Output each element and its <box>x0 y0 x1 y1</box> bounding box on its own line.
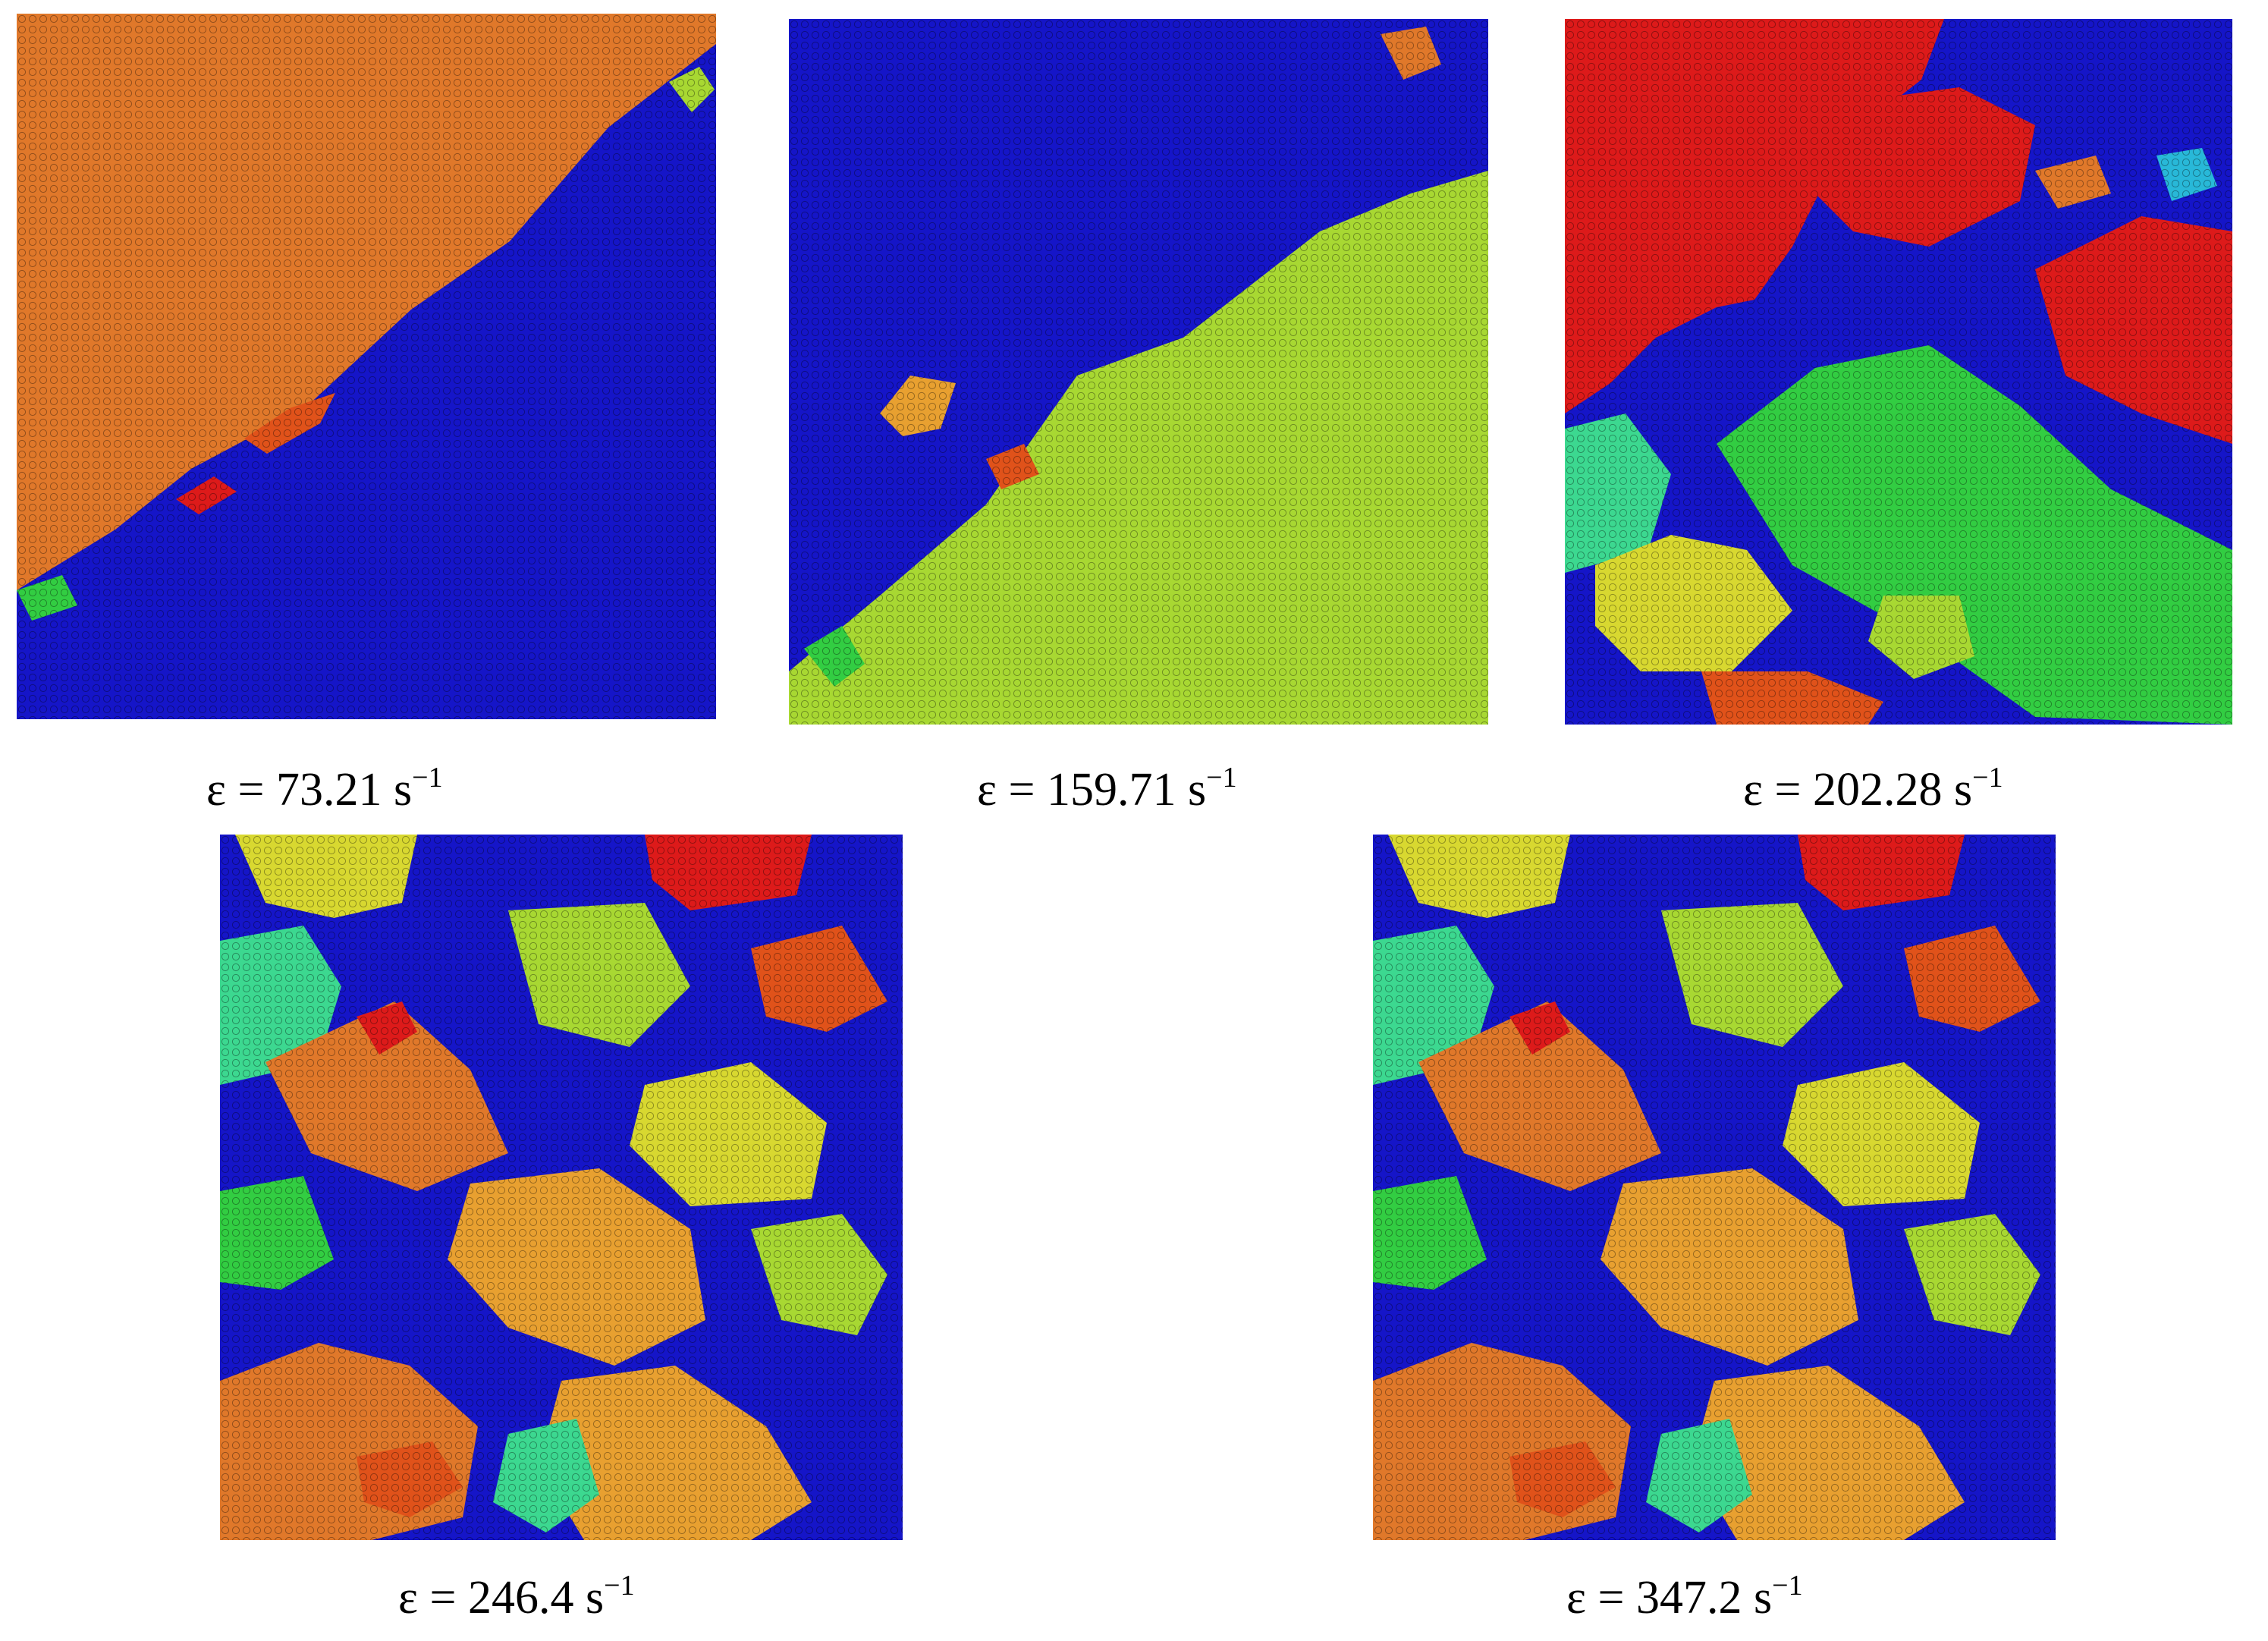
caption-text: ε = 73.21 s <box>206 764 413 816</box>
simulation-panel-3 <box>1565 19 2232 725</box>
caption-panel-3: ε = 202.28 s−1 <box>1743 763 2003 816</box>
caption-panel-5: ε = 347.2 s−1 <box>1566 1571 1803 1624</box>
caption-exponent: −1 <box>1772 1570 1803 1602</box>
caption-panel-1: ε = 73.21 s−1 <box>206 763 443 816</box>
caption-text: ε = 347.2 s <box>1566 1572 1773 1624</box>
caption-text: ε = 159.71 s <box>977 764 1207 816</box>
caption-exponent: −1 <box>412 762 443 794</box>
simulation-panel-2 <box>789 19 1488 725</box>
simulation-panel-1 <box>17 14 716 719</box>
caption-panel-4: ε = 246.4 s−1 <box>398 1571 635 1624</box>
caption-exponent: −1 <box>1972 762 2003 794</box>
simulation-panel-5 <box>1373 835 2056 1540</box>
caption-exponent: −1 <box>604 1570 635 1602</box>
caption-text: ε = 246.4 s <box>398 1572 605 1624</box>
simulation-panel-4 <box>220 835 903 1540</box>
caption-panel-2: ε = 159.71 s−1 <box>977 763 1237 816</box>
caption-exponent: −1 <box>1206 762 1237 794</box>
caption-text: ε = 202.28 s <box>1743 764 1973 816</box>
